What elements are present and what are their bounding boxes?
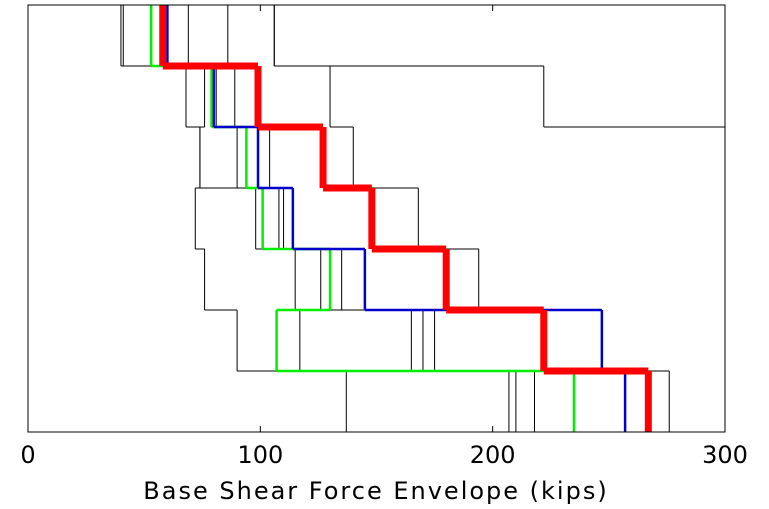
series-group xyxy=(120,5,725,432)
series xyxy=(159,5,652,432)
x-tick-label: 300 xyxy=(702,441,748,469)
x-tick-label: 200 xyxy=(470,441,516,469)
series xyxy=(273,5,725,128)
plot-area xyxy=(28,5,725,432)
series xyxy=(166,5,627,432)
x-tick-label: 100 xyxy=(237,441,283,469)
x-tick-label: 0 xyxy=(20,441,35,469)
x-axis-label: Base Shear Force Envelope (kips) xyxy=(143,477,608,505)
plot-frame xyxy=(27,4,726,433)
